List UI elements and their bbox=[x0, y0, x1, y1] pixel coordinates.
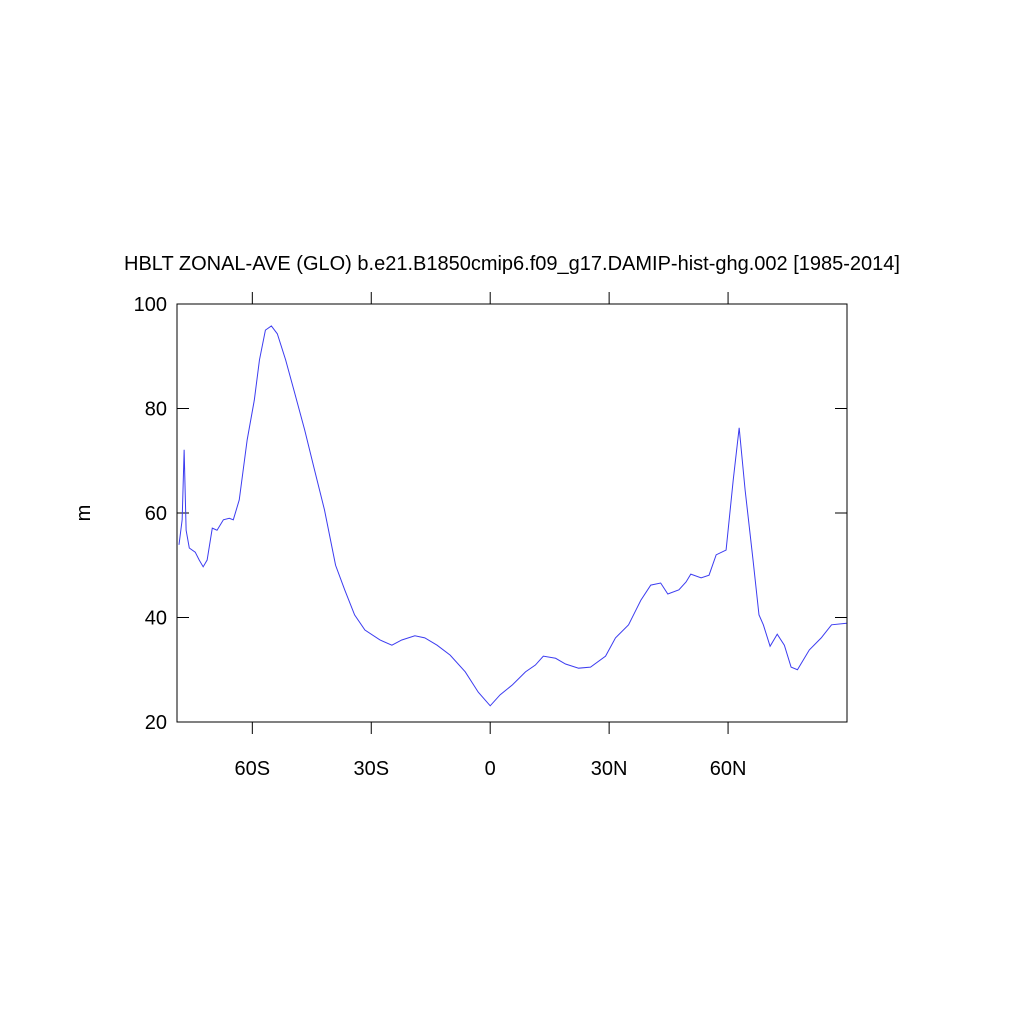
x-tick-label: 0 bbox=[485, 758, 496, 780]
chart-title: HBLT ZONAL-AVE (GLO) b.e21.B1850cmip6.f0… bbox=[124, 253, 900, 275]
y-tick-label: 80 bbox=[145, 399, 167, 421]
x-tick-label: 60S bbox=[235, 758, 271, 780]
y-tick-label: 40 bbox=[145, 608, 167, 630]
y-tick-label: 100 bbox=[134, 294, 167, 316]
y-axis-label: m bbox=[73, 505, 95, 522]
x-tick-label: 30N bbox=[591, 758, 628, 780]
x-tick-label: 30S bbox=[353, 758, 389, 780]
y-tick-label: 60 bbox=[145, 503, 167, 525]
y-tick-label: 20 bbox=[145, 712, 167, 734]
plot-frame bbox=[176, 303, 848, 723]
data-line bbox=[178, 325, 847, 707]
x-tick-label: 60N bbox=[710, 758, 747, 780]
